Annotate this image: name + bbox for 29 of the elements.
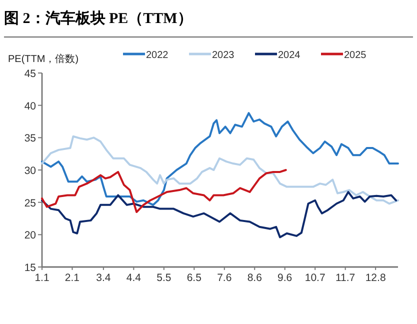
y-tick-label: 35 bbox=[24, 132, 36, 145]
x-tick-label: 8.6 bbox=[247, 272, 262, 284]
line-series bbox=[41, 190, 398, 238]
y-tick-label: 45 bbox=[24, 68, 36, 80]
x-tick-label: 1.1 bbox=[34, 272, 50, 284]
line-series bbox=[41, 169, 287, 214]
x-tick-label: 10.7 bbox=[304, 272, 326, 284]
line-series bbox=[41, 112, 399, 206]
x-tick-label: 9.6 bbox=[278, 272, 292, 284]
legend-label: 2024 bbox=[278, 50, 301, 61]
line-series bbox=[41, 135, 399, 205]
y-tick-label: 40 bbox=[24, 100, 36, 112]
x-tick-label: 2.1 bbox=[64, 272, 80, 284]
x-tick-label: 12.8 bbox=[365, 272, 386, 284]
x-tick-label: 11.7 bbox=[335, 272, 356, 284]
x-tick-label: 4.4 bbox=[126, 272, 142, 284]
legend-label: 2022 bbox=[146, 50, 169, 61]
legend-label: 2023 bbox=[212, 50, 235, 61]
y-tick-label: 15 bbox=[24, 262, 36, 274]
y-tick-label: 20 bbox=[24, 230, 36, 242]
x-tick-label: 3.4 bbox=[96, 272, 111, 284]
x-tick-label: 5.5 bbox=[156, 272, 172, 284]
y-axis-title: PE(TTM，倍数) bbox=[8, 53, 79, 65]
y-tick-label: 30 bbox=[24, 165, 36, 177]
legend-label: 2025 bbox=[344, 50, 367, 61]
x-tick-label: 7.6 bbox=[217, 272, 232, 284]
chart-title: 图 2：汽车板块 PE（TTM） bbox=[4, 9, 192, 27]
x-tick-label: 6.5 bbox=[186, 272, 202, 284]
y-tick-label: 25 bbox=[24, 197, 36, 210]
